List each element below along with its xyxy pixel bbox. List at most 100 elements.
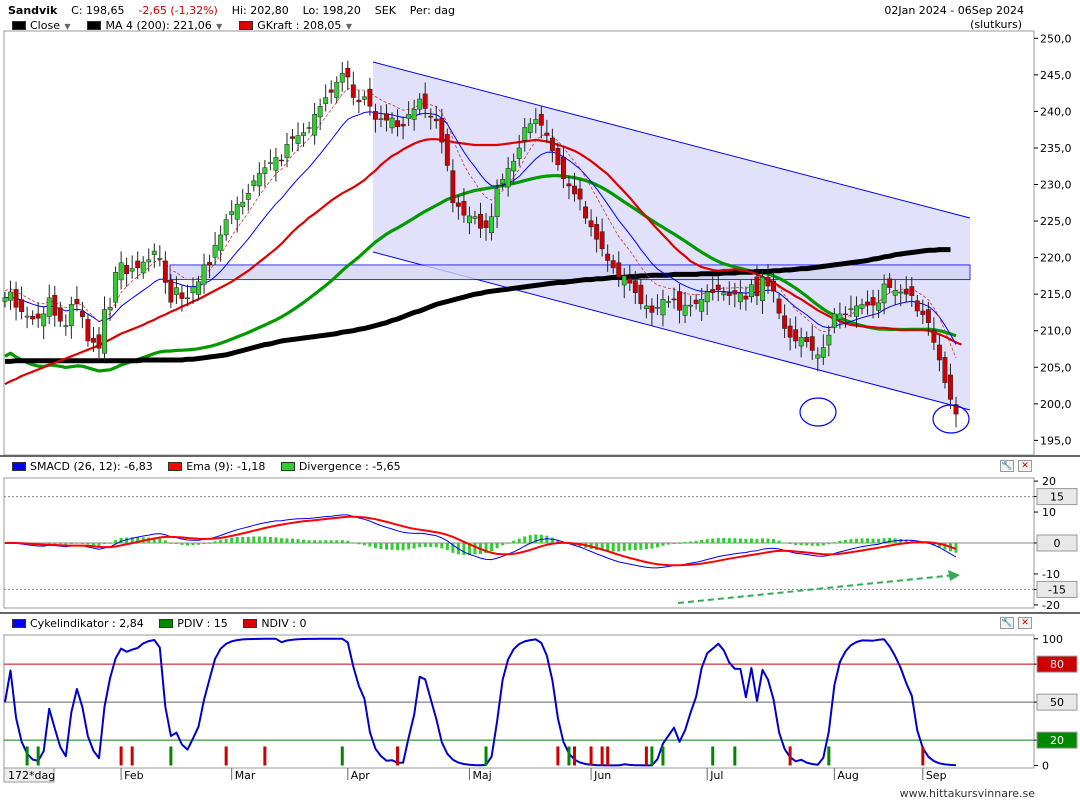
- candle-down: [931, 330, 937, 343]
- divergence-bar: [42, 543, 46, 545]
- candle-up: [417, 98, 423, 110]
- divergence-bar: [943, 543, 947, 550]
- candle-up: [737, 293, 743, 303]
- candle-up: [643, 305, 649, 310]
- cycle-ref-label: 80: [1050, 658, 1064, 671]
- divergence-bar: [75, 542, 79, 544]
- legend-smacd[interactable]: SMACD (26, 12): -6,83: [12, 460, 153, 473]
- close-icon[interactable]: ✕: [1018, 460, 1032, 472]
- pdiv-bar: [650, 746, 654, 766]
- divergence-bar: [313, 540, 317, 543]
- legend-ema[interactable]: Ema (9): -1,18: [168, 460, 265, 473]
- divergence-bar: [810, 543, 814, 546]
- legend-cykel-label: Cykelindikator : 2,84: [30, 617, 144, 630]
- pdiv-bar: [169, 746, 173, 766]
- legend-divergence-label: Divergence : -5,65: [298, 460, 401, 473]
- candle-up: [323, 97, 329, 104]
- wrench-icon[interactable]: 🔧: [1000, 617, 1014, 629]
- divergence-bar: [141, 537, 145, 543]
- ndiv-bar: [921, 746, 925, 766]
- candle-up: [688, 304, 694, 307]
- main-legend: Close ▼ MA 4 (200): 221,06 ▼ GKraft : 208,…: [12, 19, 365, 33]
- candle-up: [63, 325, 69, 327]
- divergence-bar: [678, 542, 682, 544]
- trendline-arrowhead: [948, 570, 960, 581]
- ndiv-bar: [589, 746, 593, 766]
- macd-tick-label: -15: [1042, 583, 1060, 596]
- divergence-bar: [633, 543, 637, 550]
- candle-down: [909, 286, 915, 296]
- divergence-bar: [396, 543, 400, 551]
- legend-close[interactable]: Close ▼: [12, 19, 72, 32]
- divergence-bar: [744, 538, 748, 543]
- candle-down: [372, 111, 378, 120]
- legend-ndiv[interactable]: NDIV : 0: [243, 617, 306, 630]
- legend-ma200[interactable]: MA 4 (200): 221,06 ▼: [87, 19, 223, 32]
- candle-up: [212, 244, 218, 258]
- divergence-bar: [722, 537, 726, 543]
- candle-down: [400, 123, 406, 127]
- divergence-bar: [628, 543, 632, 551]
- price-basis: (slutkurs): [970, 18, 1022, 31]
- divergence-bar: [136, 537, 140, 543]
- ndiv-bar: [396, 746, 400, 766]
- divergence-bar: [263, 536, 267, 543]
- legend-divergence[interactable]: Divergence : -5,65: [280, 460, 401, 473]
- candle-up: [406, 114, 412, 119]
- legend-cykel[interactable]: Cykelindikator : 2,84: [12, 617, 144, 630]
- divergence-bar: [799, 543, 803, 546]
- divergence-bar: [584, 543, 588, 548]
- divergence-bar: [185, 543, 189, 546]
- candle-down: [96, 334, 102, 349]
- divergence-bar: [589, 543, 593, 550]
- divergence-bar: [324, 540, 328, 543]
- divergence-bar: [689, 541, 693, 543]
- candle-up: [760, 277, 765, 302]
- divergence-bar: [572, 543, 576, 546]
- divergence-bar: [64, 543, 68, 545]
- candle-down: [439, 118, 445, 143]
- candle-down: [583, 206, 589, 219]
- candle-up: [334, 81, 340, 98]
- ndiv-bar: [606, 746, 610, 766]
- candle-up: [151, 250, 157, 255]
- candle-up: [312, 114, 318, 136]
- candle-down: [914, 300, 920, 312]
- candle-down: [422, 93, 428, 109]
- macd-tick-label: -10: [1042, 568, 1060, 581]
- candle-up: [2, 297, 8, 302]
- divergence-bar: [473, 543, 477, 555]
- candle-down: [599, 231, 605, 250]
- candle-down: [605, 253, 611, 261]
- divergence-bar: [644, 543, 648, 550]
- macd-tick-label: 10: [1042, 506, 1056, 519]
- close-icon[interactable]: ✕: [1018, 617, 1032, 629]
- legend-pdiv[interactable]: PDIV : 15: [159, 617, 228, 630]
- candle-up: [654, 307, 660, 309]
- candle-down: [555, 148, 561, 166]
- candle-down: [865, 301, 870, 306]
- divergence-bar: [854, 538, 858, 543]
- divergence-bar: [451, 543, 455, 553]
- divergence-bar: [152, 537, 156, 543]
- macd-panel: [3, 477, 1035, 609]
- legend-gkraft[interactable]: GKraft : 208,05 ▼: [239, 19, 353, 32]
- candle-up: [516, 147, 522, 159]
- divergence-bar: [490, 543, 494, 552]
- wrench-icon[interactable]: 🔧: [1000, 460, 1014, 472]
- cycle-tick-label: 80: [1042, 658, 1056, 671]
- divergence-bar: [556, 539, 560, 543]
- candle-down: [566, 183, 572, 187]
- divergence-bar: [622, 543, 626, 551]
- candle-up: [494, 188, 500, 217]
- macd-tick-label: 0: [1042, 537, 1049, 550]
- divergence-bar: [114, 540, 118, 543]
- divergence-bar: [794, 543, 798, 546]
- candle-up: [389, 117, 395, 129]
- candle-up: [378, 118, 384, 120]
- candle-down: [179, 292, 185, 299]
- ndiv-bar: [572, 746, 576, 766]
- change-value: -2,65 (-1,32%): [138, 4, 218, 17]
- candle-down: [19, 299, 25, 312]
- pdiv-bar: [484, 746, 488, 766]
